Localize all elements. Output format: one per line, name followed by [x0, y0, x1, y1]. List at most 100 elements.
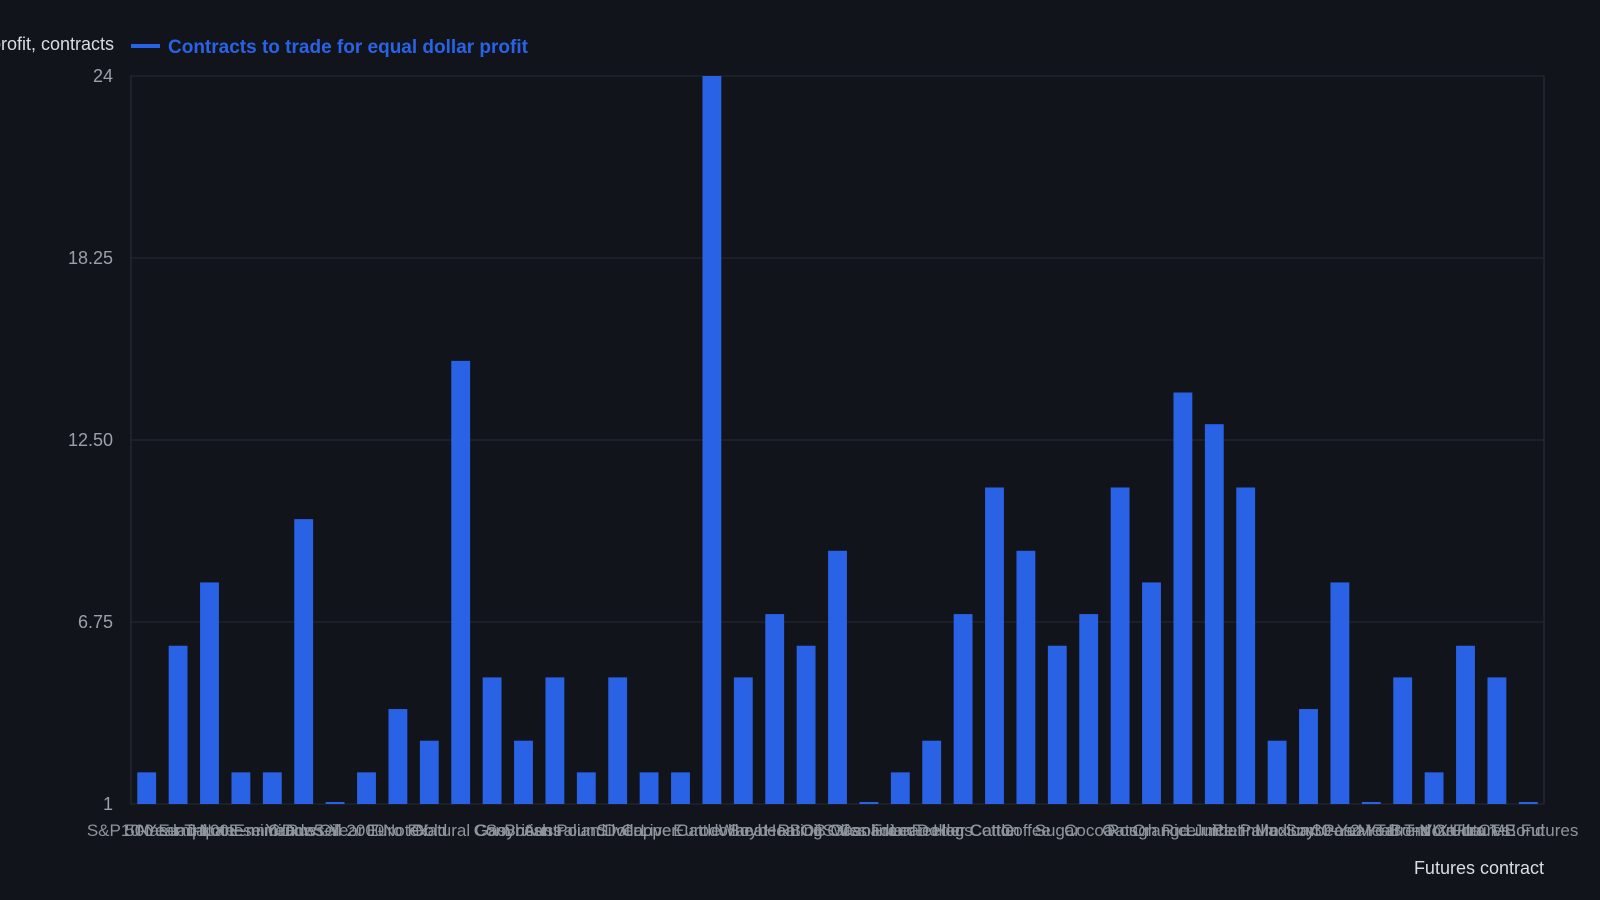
bar[interactable]: Mexican Peso: 4 — [1299, 709, 1318, 804]
bar[interactable]: Cotton: 11 — [985, 487, 1004, 804]
x-tick-label: E-mini Dow — [229, 821, 317, 840]
x-tick-label: British Pound — [504, 821, 605, 840]
bar[interactable]: S&P 500 E-mini: 2 — [137, 772, 157, 804]
bar[interactable]: Brent Crude: 2 — [1424, 772, 1444, 804]
x-tick-label: Eurodollar — [673, 821, 751, 840]
bar[interactable]: Palladium: 3 — [1267, 740, 1287, 804]
x-tick-label: Platinum — [1213, 821, 1279, 840]
bar[interactable]: Rough Rice: 8 — [1142, 582, 1161, 804]
x-tick-label: Gold — [411, 821, 447, 840]
x-tick-label: Cocoa — [1064, 821, 1114, 840]
y-tick-label: 24 — [93, 66, 113, 86]
bar[interactable]: Swiss Franc: 1 — [859, 802, 879, 804]
x-tick-label: Nasdaq 100 E-mini — [137, 821, 282, 840]
bar[interactable]: British Pound: 5 — [545, 677, 565, 804]
bar[interactable]: Nasdaq 100 E-mini: 8 — [200, 582, 219, 804]
bar[interactable]: E-mini Dow: 2 — [262, 772, 282, 804]
bar[interactable]: RBOB Gasoline: 9 — [828, 550, 847, 804]
bar[interactable]: Soybean Meal: 8 — [1330, 582, 1350, 804]
bar[interactable]: Silver: 5 — [608, 677, 628, 804]
bar[interactable]: Eurodollar: 24 — [702, 76, 722, 804]
x-tick-label: Silver — [596, 821, 639, 840]
x-tick-label: Euro FX — [367, 821, 429, 840]
x-tick-label: CME Futures — [1478, 821, 1578, 840]
bar[interactable]: Soybean Oil: 7 — [765, 614, 785, 804]
bar[interactable]: Cocoa: 7 — [1079, 614, 1099, 804]
bar[interactable]: Crude Oil: 10 — [294, 519, 314, 804]
x-tick-label: Natural Gas — [415, 821, 506, 840]
bar[interactable]: Soybeans: 3 — [514, 740, 533, 804]
bar[interactable]: Feeder Cattle: 7 — [953, 614, 973, 804]
x-tick-label: Soybeans — [486, 821, 562, 840]
bar[interactable]: Russell 2000: 1 — [325, 802, 345, 804]
x-tick-label: Rough Rice — [1107, 821, 1196, 840]
bar[interactable]: Orange Juice: 14 — [1173, 392, 1193, 804]
bar[interactable]: Platinum: 11 — [1236, 487, 1256, 804]
bar[interactable]: Wheat: 5 — [733, 677, 753, 804]
bar[interactable]: Corn: 5 — [482, 677, 502, 804]
bar[interactable]: VIX Futures: 6 — [1456, 645, 1475, 804]
x-tick-label: Brent Crude — [1388, 821, 1480, 840]
bar[interactable]: Gold: 3 — [419, 740, 439, 804]
bar[interactable]: Copper: 2 — [639, 772, 659, 804]
y-tick-label: 1 — [103, 794, 113, 814]
x-tick-label: Japanese Yen — [187, 821, 294, 840]
x-tick-label: Cotton — [969, 821, 1019, 840]
x-tick-label: Sugar — [1035, 821, 1081, 840]
x-tick-label: Feeder Cattle — [912, 821, 1015, 840]
x-tick-label: Live Cattle — [640, 821, 720, 840]
bar[interactable]: 5-Year T-Note: 2 — [357, 772, 376, 804]
bar[interactable]: Australian Dollar: 2 — [576, 772, 596, 804]
bar[interactable]: Lean Hogs: 3 — [922, 740, 942, 804]
legend-label: Contracts to trade for equal dollar prof… — [168, 37, 529, 58]
bar[interactable]: Sugar: 6 — [1047, 645, 1067, 804]
x-tick-label: 2-Year T-Note — [1350, 821, 1455, 840]
x-tick-label: Australian Dollar — [524, 821, 649, 840]
x-tick-label: Corn — [474, 821, 511, 840]
x-tick-label: Orange Juice — [1132, 821, 1233, 840]
x-tick-label: Mexican Peso — [1255, 821, 1362, 840]
bar[interactable]: Canadian Dollar: 2 — [890, 772, 910, 804]
x-tick-label: Wheat — [719, 821, 768, 840]
bar[interactable]: Heating Oil: 6 — [796, 645, 816, 804]
x-tick-label: S&P 500 E-mini — [87, 821, 207, 840]
x-tick-label: Lean Hogs — [891, 821, 973, 840]
y-tick-label: 18.25 — [68, 248, 113, 268]
x-tick-label: Soybean Meal — [1286, 821, 1395, 840]
x-tick-label: Palladium — [1240, 821, 1315, 840]
x-axis-title: Futures contract — [1414, 858, 1544, 878]
x-tick-label: Crude Oil — [268, 821, 340, 840]
x-tick-label: 5-Year T-Note — [314, 821, 419, 840]
bar[interactable]: Natural Gas: 15 — [451, 360, 471, 804]
bar[interactable]: Live Cattle: 2 — [671, 772, 690, 804]
bar[interactable]: Coffee: 9 — [1016, 550, 1036, 804]
bar[interactable]: Japanese Yen: 2 — [231, 772, 251, 804]
x-tick-label: VIX Futures — [1421, 821, 1511, 840]
x-tick-label: 30-Year T-Bond — [1312, 821, 1430, 840]
legend[interactable]: Contracts to trade for equal dollar prof… — [131, 37, 529, 58]
bars: S&P 500 E-mini: 2 10-Year T-Note: 6 Nasdaq… — [137, 76, 1538, 804]
y-tick-label: 6.75 — [78, 612, 113, 632]
x-tick-label: Heating Oil — [764, 821, 848, 840]
bar[interactable]: Oats: 11 — [1110, 487, 1130, 804]
bar[interactable]: 10-Year T-Note: 6 — [168, 645, 188, 804]
x-tick-label: Oats — [1102, 821, 1138, 840]
bar[interactable]: Euro FX: 4 — [388, 709, 408, 804]
x-tick-label: Russell 2000 — [286, 821, 384, 840]
y-tick-label: 12.50 — [68, 430, 113, 450]
x-tick-label: Ultra T-Bond — [1449, 821, 1544, 840]
bar[interactable]: 30-Year T-Bond: 1 — [1361, 802, 1381, 804]
x-tick-label: 10-Year T-Note — [121, 821, 235, 840]
bar[interactable]: CME Futures: 1 — [1518, 802, 1538, 804]
y-tick-labels: 1 6.75 12.50 18.25 24 — [68, 66, 113, 814]
bar[interactable]: 2-Year T-Note: 5 — [1393, 677, 1413, 804]
x-tick-label: Canadian Dollar — [839, 821, 961, 840]
bar[interactable]: Ultra T-Bond: 5 — [1487, 677, 1507, 804]
x-tick-label: Coffee — [1001, 821, 1051, 840]
x-tick-label: Lumber — [1185, 821, 1243, 840]
x-tick-label: Soybean Oil — [728, 821, 821, 840]
bar[interactable]: Lumber: 13 — [1204, 424, 1224, 804]
